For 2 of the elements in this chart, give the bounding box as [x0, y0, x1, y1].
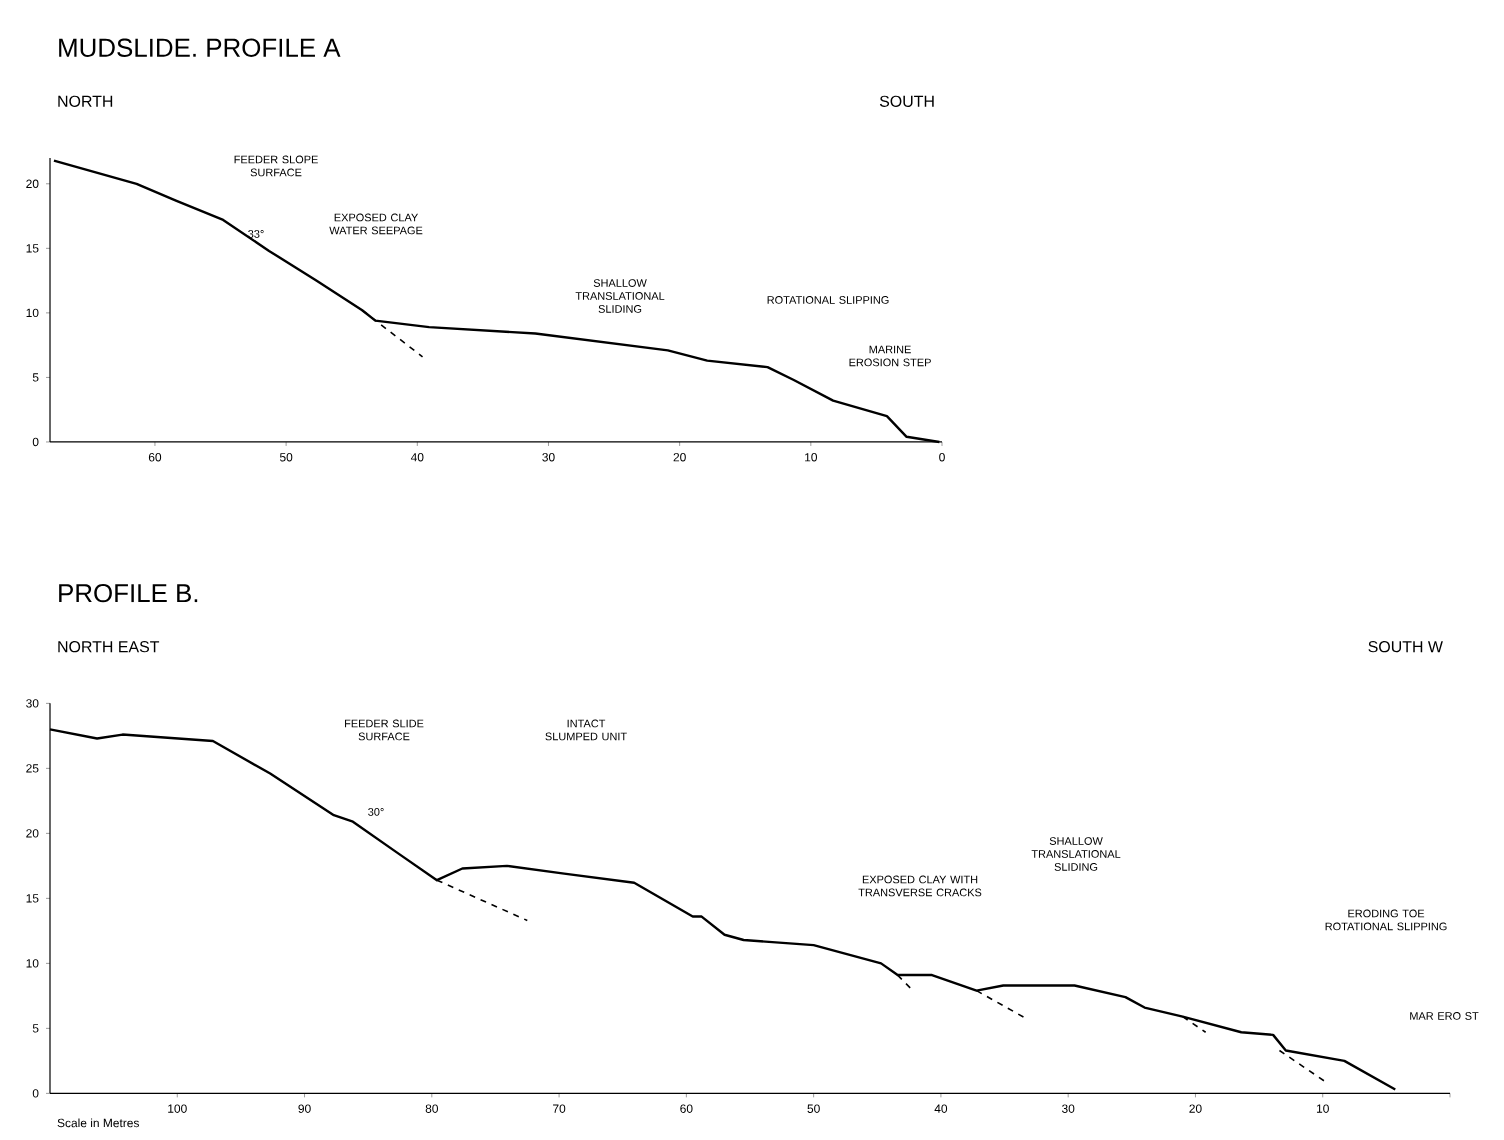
chart-title: PROFILE B. [59, 583, 198, 603]
chart-title: MUDSLIDE. PROFILE A [59, 38, 341, 57]
